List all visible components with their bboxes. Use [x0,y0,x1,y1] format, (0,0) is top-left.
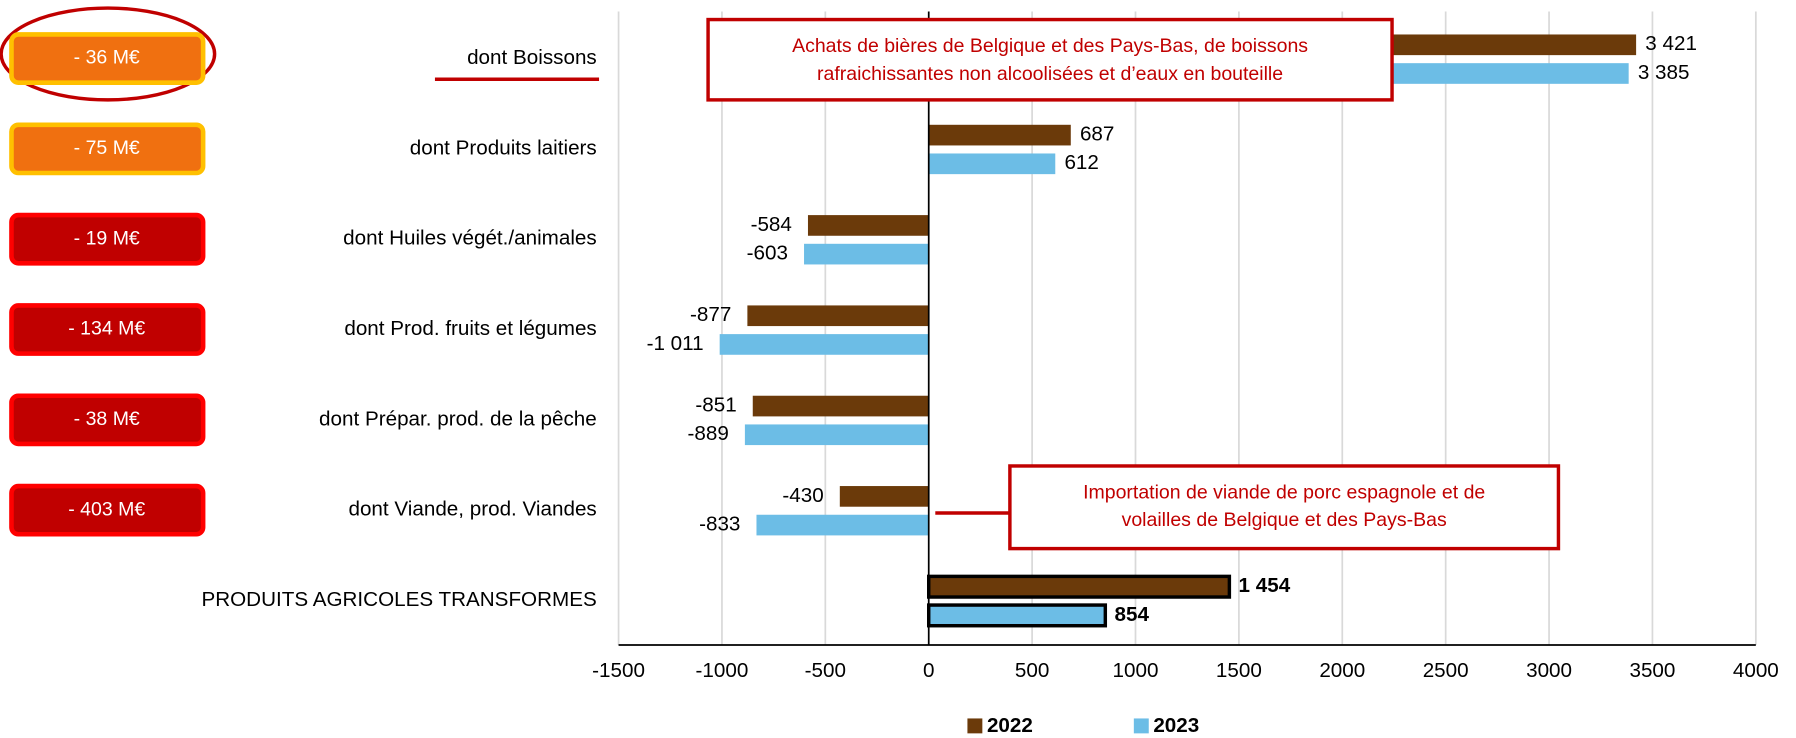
x-tick-label: 3500 [1629,659,1675,682]
value-label: -1 011 [647,332,704,355]
value-label: 1 454 [1239,574,1291,597]
callout-box [706,17,1394,102]
badge [9,122,206,176]
x-tick-label: 4000 [1733,659,1779,682]
callout-text: Importation de viande de porc espagnole … [1083,482,1485,504]
badge [9,303,206,356]
value-label: 687 [1080,123,1114,146]
bar [747,305,929,327]
legend-label: 2023 [1153,714,1199,737]
x-tick-label: 0 [923,659,934,682]
bar [719,334,929,355]
bar [804,243,929,265]
highlight-ellipse [0,6,217,102]
badge [9,32,206,85]
value-label: -584 [751,213,792,236]
badge [9,212,206,266]
category-label: dont Produits laitiers [410,136,597,159]
category-label: dont Viande, prod. Viandes [348,498,596,521]
bar [928,124,1071,146]
value-label: 854 [1114,603,1149,626]
value-label: 612 [1064,151,1098,174]
bar [928,153,1056,175]
badge-label: - 36 M€ [74,47,140,69]
category-label: dont Boissons [467,46,597,69]
callout-box [1008,464,1561,551]
badge-label: - 134 M€ [68,318,145,340]
value-label: -430 [782,484,823,507]
x-tick-label: 500 [1015,659,1049,682]
callout-text: rafraichissantes non alcoolisées et d’ea… [817,63,1283,85]
bar [744,424,929,446]
bar [752,395,929,417]
x-tick-label: -1500 [592,659,645,682]
value-label: -851 [695,394,736,417]
callout-text: volailles de Belgique et des Pays-Bas [1122,509,1447,531]
x-tick-label: 2000 [1319,659,1365,682]
badge-label: - 38 M€ [74,408,140,430]
x-tick-label: 1000 [1113,659,1159,682]
legend-swatch [1133,718,1149,734]
category-label: dont Prod. fruits et légumes [344,317,596,340]
legend-label: 2022 [987,714,1033,737]
callout-text: Achats de bières de Belgique et des Pays… [792,35,1308,57]
bar [807,215,929,236]
x-tick-label: 3000 [1526,659,1572,682]
value-label: -889 [688,422,729,445]
x-tick-label: -1000 [696,659,749,682]
badge-label: - 403 M€ [68,498,145,520]
value-label: -603 [747,242,788,265]
category-label: PRODUITS AGRICOLES TRANSFORMES [201,588,596,611]
value-label: 3 385 [1638,61,1690,84]
badge-label: - 75 M€ [74,137,140,159]
value-label: -833 [699,513,740,536]
value-label: -877 [690,303,731,326]
badge [9,483,206,537]
x-tick-label: 1500 [1216,659,1262,682]
badge-label: - 19 M€ [74,227,140,249]
bar [756,514,929,536]
grid [617,11,1757,645]
bar [927,603,1108,628]
category-label: dont Prépar. prod. de la pêche [319,407,597,430]
legend-swatch [967,718,983,734]
x-tick-label: -500 [805,659,846,682]
bar [927,574,1232,599]
badge [9,393,206,447]
x-tick-label: 2500 [1423,659,1469,682]
bar [839,486,929,507]
category-label: dont Huiles végét./animales [343,227,597,250]
value-label: 3 421 [1645,32,1697,55]
